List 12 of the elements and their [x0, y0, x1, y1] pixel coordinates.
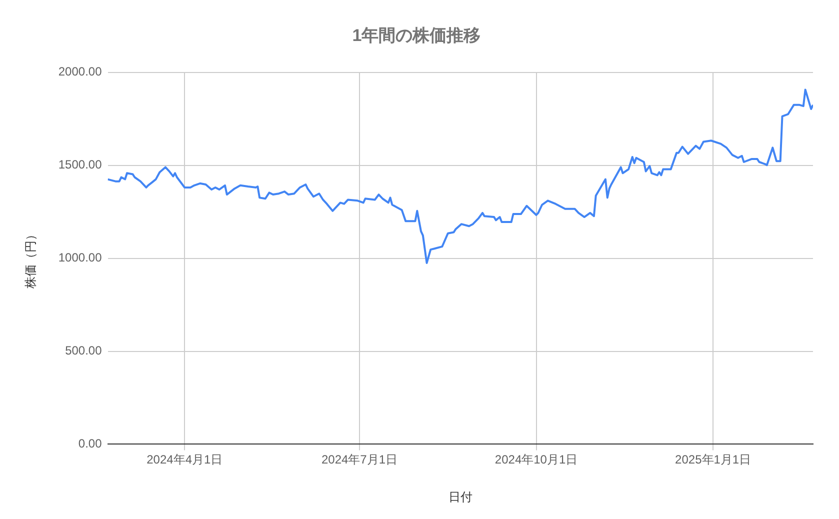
- y-axis-title: 株価（円）: [24, 228, 38, 290]
- x-tick-label: 2025年1月1日: [675, 452, 752, 467]
- y-tick-label: 2000.00: [58, 64, 102, 79]
- y-tick-label: 1000.00: [58, 250, 102, 265]
- x-tick-label: 2024年4月1日: [146, 452, 223, 467]
- y-tick-label: 500.00: [65, 344, 102, 358]
- y-tick-label: 0.00: [78, 436, 102, 451]
- x-tick-label: 2024年7月1日: [321, 452, 398, 467]
- x-axis-title: 日付: [448, 490, 472, 504]
- chart-title: 1年間の株価推移: [352, 26, 481, 45]
- x-tick-label: 2024年10月1日: [494, 452, 578, 467]
- y-tick-label: 1500.00: [58, 158, 102, 172]
